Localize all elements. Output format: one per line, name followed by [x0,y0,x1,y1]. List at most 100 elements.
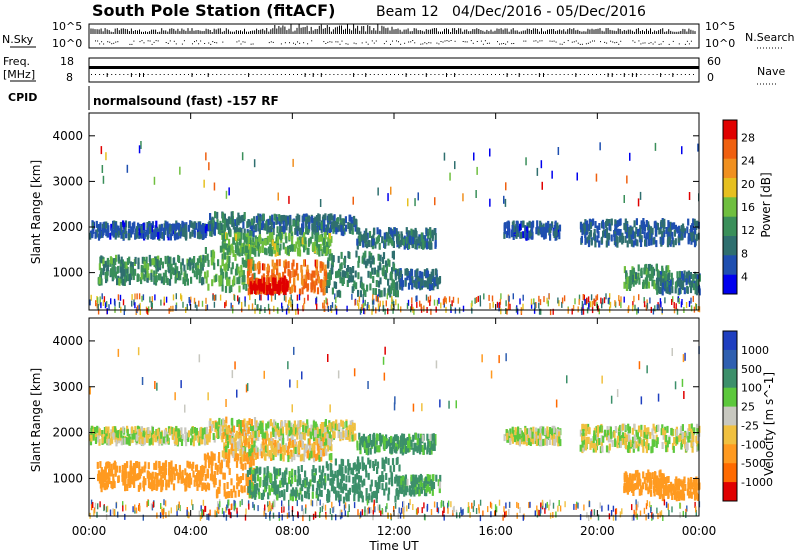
data-cell [668,227,671,235]
data-cell [121,259,124,267]
data-cell [282,220,285,228]
data-cell [288,276,292,284]
data-cell [236,268,239,276]
data-cell [200,231,203,239]
data-cell [299,440,302,448]
data-cell [362,240,365,248]
data-cell [696,274,700,282]
noise-cell [419,300,421,307]
data-cell [267,437,271,445]
data-cell [271,232,274,240]
data-cell [175,274,178,282]
data-cell [219,228,222,236]
data-cell [394,442,397,450]
data-cell [238,431,241,439]
data-cell [382,252,386,260]
data-cell [328,278,331,286]
nave-label: Nave [757,65,785,78]
data-cell [98,277,101,285]
nave-dot [155,74,157,75]
data-cell [187,430,191,438]
noise-cell [561,297,564,304]
nsearch-dot [303,42,305,44]
noise-cell [549,309,552,316]
data-cell [276,268,279,276]
noise-cell [533,298,535,305]
data-cell [263,277,266,285]
noise-cell [558,300,560,307]
data-cell [344,430,348,438]
data-cell [290,454,293,462]
data-cell [515,231,518,239]
data-cell [96,431,99,439]
nsearch-dot [684,43,686,45]
nave-tick-top: 60 [707,55,721,68]
data-cell [107,225,110,233]
nsearch-tick-top: 10^5 [705,20,735,33]
nsearch-dot [436,42,438,44]
nave-dot [551,74,553,75]
data-cell [626,276,629,284]
data-cell [400,270,403,278]
data-cell [312,420,315,428]
nave-dot [183,74,185,75]
data-cell [191,266,195,274]
data-cell [503,222,506,230]
noise-cell [273,305,275,312]
data-cell [356,238,359,246]
noise-cell [136,305,139,312]
data-cell [191,258,194,266]
data-cell [614,239,617,247]
colorbar-frame [722,119,738,295]
data-cell [126,258,129,265]
data-cell [331,287,334,295]
data-cell [678,225,681,233]
nave-dot [175,74,177,75]
data-cell [610,234,613,242]
data-cell [657,270,660,278]
data-cell [198,276,201,284]
data-cell [153,270,156,278]
nave-dot [596,74,597,75]
data-cell [694,271,697,279]
nsearch-dot [169,40,171,42]
data-cell [695,234,698,242]
data-cell [228,256,231,263]
nave-dot [349,74,351,75]
power-colorbar-label: Power [dB] [759,172,773,237]
data-cell [414,432,417,440]
nave-dot [652,74,654,75]
data-cell [588,235,591,243]
data-cell [520,231,523,239]
data-cell [319,243,322,251]
data-cell [352,266,355,273]
data-cell [553,231,556,238]
data-cell [693,227,696,235]
nave-dot [474,74,476,75]
data-cell [336,290,339,298]
data-cell [265,423,268,431]
noise-cell [154,294,156,301]
data-cell [396,268,399,276]
data-cell [101,228,105,236]
nsearch-dot [420,43,422,45]
nave-dot [495,74,496,75]
data-cell [320,441,323,449]
data-cell [171,427,174,435]
noise-cell [496,301,499,308]
data-cell [673,222,676,230]
nave-dot [394,74,395,75]
nsearch-dot [390,43,391,45]
data-cell [281,426,284,434]
data-cell [208,435,211,443]
data-cell [138,437,141,445]
colorbar-tick-label: 4 [741,271,748,284]
data-cell [181,229,184,237]
data-cell [249,222,252,229]
data-cell [173,231,176,239]
noise-cell [499,302,501,308]
data-cell [372,276,375,283]
data-cell [285,423,288,431]
data-cell [262,273,265,281]
noise-cell [316,303,318,310]
